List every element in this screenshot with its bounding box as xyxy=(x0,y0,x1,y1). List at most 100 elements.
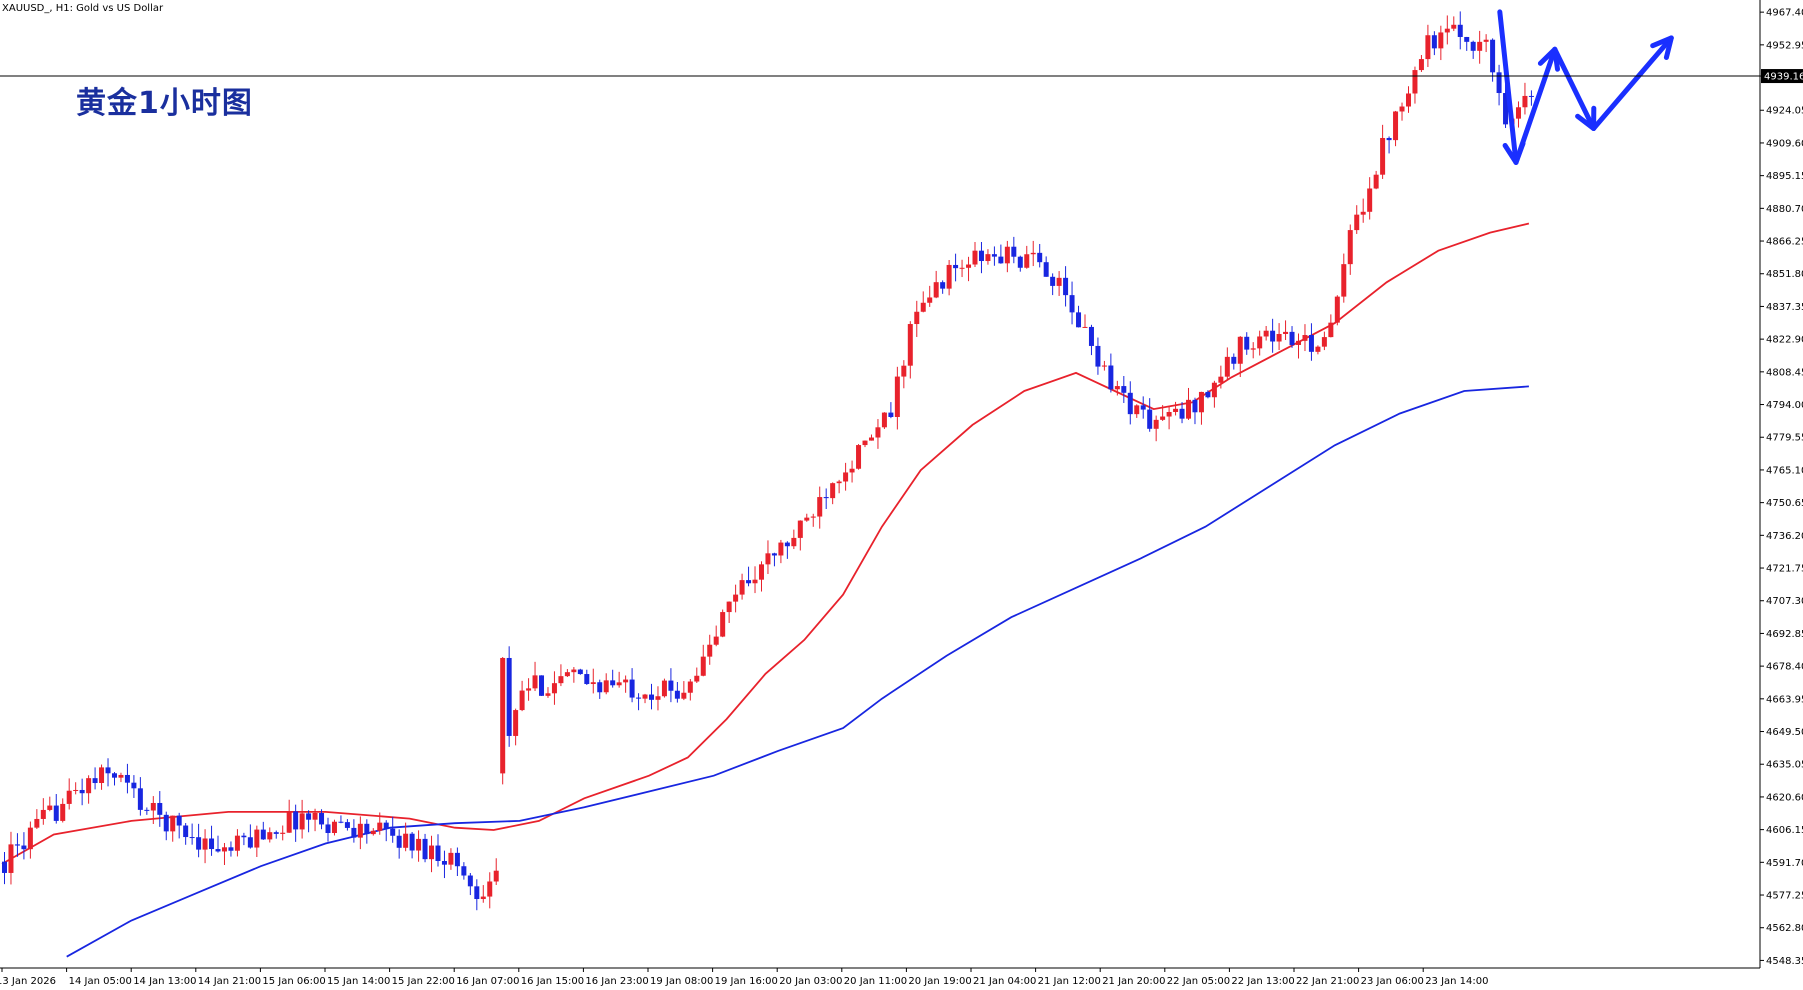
candle xyxy=(1289,326,1295,348)
candle-body xyxy=(254,829,260,848)
candle-body xyxy=(390,828,396,836)
candle-body xyxy=(429,845,435,860)
price-tick-label: 4822.90 xyxy=(1766,335,1803,346)
candle-body xyxy=(972,250,978,265)
candle xyxy=(901,360,907,389)
candle xyxy=(79,778,85,806)
candle-body xyxy=(746,580,752,584)
candle-body xyxy=(312,812,318,820)
time-tick-label: 19 Jan 16:00 xyxy=(715,976,778,987)
candle-body xyxy=(784,542,790,547)
candle xyxy=(810,513,816,527)
candle-body xyxy=(1418,59,1424,71)
candle xyxy=(2,852,7,885)
candle-body xyxy=(357,823,363,838)
candle-body xyxy=(519,690,525,711)
time-tick-label: 16 Jan 15:00 xyxy=(521,976,584,987)
candle-body xyxy=(383,822,389,829)
candle-body xyxy=(435,845,441,861)
candle xyxy=(53,794,59,824)
candle xyxy=(1244,332,1250,355)
price-tick-label: 4794.00 xyxy=(1766,400,1803,411)
candle-body xyxy=(150,802,156,811)
candle-body xyxy=(577,669,583,675)
candle-body xyxy=(849,468,855,473)
candle-body xyxy=(655,696,661,700)
candle xyxy=(1360,198,1366,223)
candle xyxy=(260,821,266,840)
candle xyxy=(1457,11,1463,50)
candle xyxy=(1283,320,1289,341)
candle-body xyxy=(215,849,221,852)
candle xyxy=(364,819,370,844)
price-tick-label: 4663.95 xyxy=(1766,694,1803,705)
candle xyxy=(668,668,674,703)
time-tick-label: 16 Jan 07:00 xyxy=(456,976,519,987)
candle-body xyxy=(86,778,92,794)
candle xyxy=(40,798,46,825)
candle-body xyxy=(1237,336,1243,364)
candle-body xyxy=(726,601,732,613)
candle xyxy=(73,782,79,795)
candle-body xyxy=(364,823,370,835)
candle xyxy=(1393,110,1399,147)
candle-body xyxy=(1186,399,1192,419)
candle-body xyxy=(416,838,422,851)
candle-body xyxy=(1082,326,1088,328)
candle xyxy=(1218,365,1224,389)
candle xyxy=(985,249,991,265)
candle xyxy=(1483,34,1489,53)
candle xyxy=(409,831,415,859)
candle xyxy=(642,693,648,704)
candle xyxy=(1270,318,1276,353)
candle-body xyxy=(733,594,739,602)
candle xyxy=(616,671,622,688)
candle xyxy=(1127,381,1133,425)
price-tick-label: 4620.60 xyxy=(1766,792,1803,803)
candle-body xyxy=(1289,331,1295,345)
candle xyxy=(1179,402,1185,424)
candle-body xyxy=(629,679,635,698)
candle xyxy=(1076,305,1082,328)
candle-body xyxy=(1321,337,1327,347)
candle-body xyxy=(1515,107,1521,119)
candle-body xyxy=(66,790,72,804)
candle-body xyxy=(467,875,473,887)
candle xyxy=(1496,64,1502,106)
candle xyxy=(370,828,376,836)
candle xyxy=(1056,271,1062,296)
candle-body xyxy=(1522,95,1528,108)
candle-body xyxy=(914,311,920,325)
candle xyxy=(1160,405,1166,421)
candle xyxy=(681,681,687,701)
candle-body xyxy=(448,852,454,865)
candle xyxy=(758,561,764,592)
candle-body xyxy=(144,809,150,811)
candle xyxy=(843,462,849,491)
candle-body xyxy=(1431,35,1437,49)
candle xyxy=(1380,124,1386,179)
candle xyxy=(564,669,570,678)
candle-body xyxy=(480,896,486,900)
forecast-arrows xyxy=(1497,9,1674,165)
candle-body xyxy=(396,835,402,848)
candle xyxy=(1515,101,1521,128)
candle-body xyxy=(1393,111,1399,141)
candle-body xyxy=(1063,277,1069,296)
candle-body xyxy=(875,427,881,438)
candle-body xyxy=(40,809,46,819)
candle xyxy=(21,832,27,860)
candle-body xyxy=(797,520,803,538)
candle xyxy=(953,253,959,282)
price-tick-label: 4808.45 xyxy=(1766,367,1803,378)
candle-body xyxy=(642,694,648,699)
time-tick-label: 14 Jan 21:00 xyxy=(198,976,261,987)
candle-body xyxy=(1334,296,1340,323)
price-tick-label: 4750.65 xyxy=(1766,498,1803,509)
price-tick-label: 4736.20 xyxy=(1766,531,1803,542)
candle xyxy=(532,661,538,692)
candle-body xyxy=(338,821,344,823)
candle-body xyxy=(1095,345,1101,367)
candle xyxy=(1211,380,1217,408)
